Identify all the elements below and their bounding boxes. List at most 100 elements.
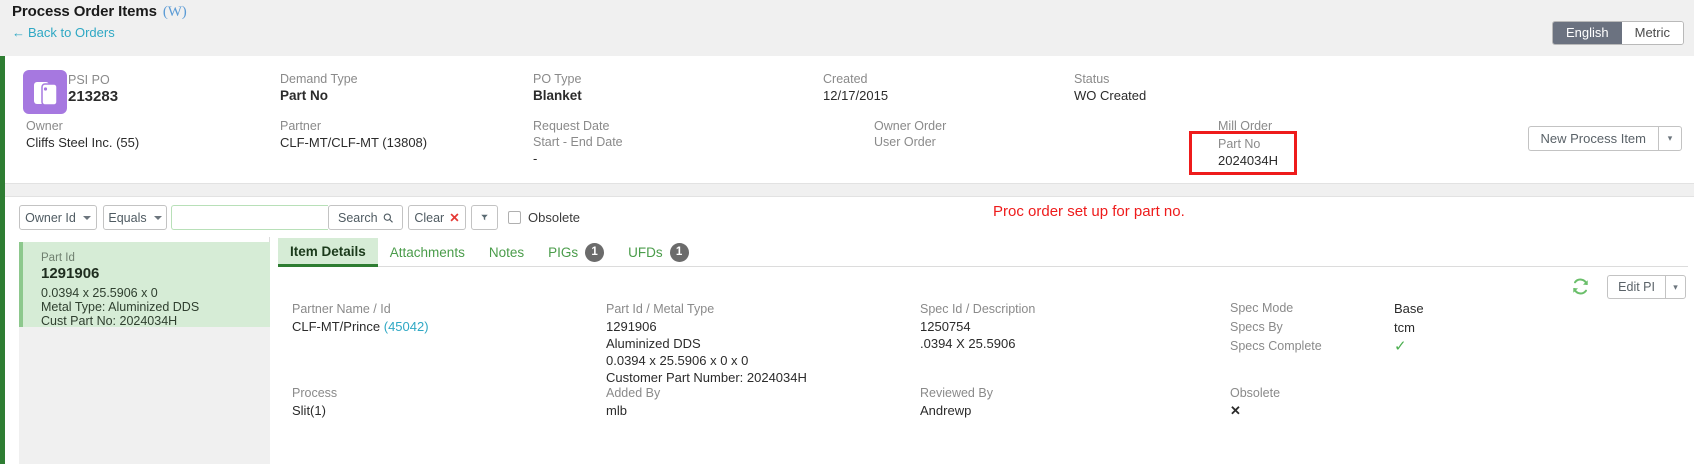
advanced-filter-button[interactable] <box>471 205 498 230</box>
field-specs-by: Specs By <box>1230 320 1283 334</box>
page-title: Process Order Items (W) <box>12 3 187 21</box>
owner-value: Cliffs Steel Inc. (55) <box>26 135 140 150</box>
field-added-by: Added By mlb <box>606 385 660 419</box>
obsolete-label: Obsolete <box>528 210 581 225</box>
owner-label: Owner <box>26 119 63 133</box>
back-link-label: Back to Orders <box>28 25 115 40</box>
field-owner: Owner Cliffs Steel Inc. (55) <box>26 118 139 151</box>
filter-toolbar: Owner Id Equals Search Clear ✕ Obsolete <box>5 197 1694 237</box>
new-process-item-caret-icon[interactable]: ▾ <box>1658 126 1682 151</box>
field-spec-mode: Spec Mode <box>1230 301 1293 315</box>
field-status: Status WO Created <box>1074 71 1146 104</box>
demand-type-value: Part No <box>280 88 329 103</box>
specs-complete-label: Specs Complete <box>1230 339 1322 353</box>
psi-po-value: 213283 <box>68 88 119 105</box>
spec-mode-label: Spec Mode <box>1230 301 1294 315</box>
field-mill-order: Mill Order <box>1218 118 1272 134</box>
new-process-item-button[interactable]: New Process Item <box>1527 126 1658 151</box>
part-dimensions-value: 0.0394 x 25.5906 x 0 x 0 <box>606 353 749 368</box>
edit-pi-button[interactable]: Edit PI <box>1607 275 1665 299</box>
unit-english-button[interactable]: English <box>1552 22 1622 44</box>
unit-toggle[interactable]: English Metric <box>1551 21 1684 45</box>
edit-pi-group[interactable]: Edit PI ▾ <box>1607 275 1686 299</box>
tab-pigs[interactable]: PIGs 1 <box>536 238 616 267</box>
list-item[interactable]: Part Id 1291906 0.0394 x 25.5906 x 0 Met… <box>19 242 270 328</box>
added-by-label: Added By <box>606 386 661 400</box>
obsolete-filter[interactable]: Obsolete <box>508 205 580 230</box>
spec-label: Spec Id / Description <box>920 302 1036 316</box>
field-reviewed-by: Reviewed By Andrewp <box>920 385 993 419</box>
clear-button[interactable]: Clear ✕ <box>408 205 466 230</box>
partner-label: Partner <box>280 119 321 133</box>
search-button[interactable]: Search <box>328 205 403 230</box>
tabs-underline <box>278 266 1688 267</box>
specs-by-value-wrap: tcm <box>1394 320 1415 335</box>
filter-operator-label: Equals <box>108 210 147 225</box>
partner-name-text: CLF-MT/Prince <box>292 319 381 334</box>
search-button-label: Search <box>338 210 378 225</box>
tab-pigs-label: PIGs <box>548 245 579 260</box>
new-process-item-group[interactable]: New Process Item ▾ <box>1527 126 1682 151</box>
created-label: Created <box>823 72 868 86</box>
unit-metric-button[interactable]: Metric <box>1621 22 1683 44</box>
item-details-panel: Item Details Attachments Notes PIGs 1 UF… <box>270 237 1694 464</box>
field-created: Created 12/17/2015 <box>823 71 888 104</box>
start-end-date-label: Start - End Date <box>533 135 623 149</box>
spec-id-link[interactable]: 1250754 <box>920 319 971 334</box>
edit-pi-caret-icon[interactable]: ▾ <box>1665 275 1686 299</box>
left-accent-bar <box>0 0 5 464</box>
chevron-down-icon <box>153 215 162 220</box>
search-input[interactable] <box>171 205 328 230</box>
mill-order-label: Mill Order <box>1218 119 1273 133</box>
status-label: Status <box>1074 72 1110 86</box>
field-spec: Spec Id / Description 1250754 .0394 X 25… <box>920 301 1035 352</box>
partner-name-value: CLF-MT/Prince (45042) <box>292 318 429 335</box>
obsolete-checkbox[interactable] <box>508 211 521 224</box>
field-owner-order: Owner Order User Order <box>874 118 946 150</box>
user-order-label: User Order <box>874 135 936 149</box>
start-end-date-value: - <box>533 151 538 166</box>
search-icon <box>383 212 393 223</box>
spec-mode-value-wrap: Base <box>1394 301 1424 316</box>
partner-id-link[interactable]: (45042) <box>383 319 429 334</box>
partner-value: CLF-MT/CLF-MT (13808) <box>280 135 428 150</box>
process-value: Slit(1) <box>292 403 326 418</box>
tab-ufds[interactable]: UFDs 1 <box>616 238 701 267</box>
page-title-suffix: (W) <box>162 4 187 20</box>
po-type-value: Blanket <box>533 88 582 103</box>
partner-name-label: Partner Name / Id <box>292 302 391 316</box>
field-obsolete: Obsolete ✕ <box>1230 385 1280 419</box>
filter-operator-select[interactable]: Equals <box>103 205 167 230</box>
order-header-panel: PSI PO 213283 Demand Type Part No PO Typ… <box>5 56 1694 184</box>
part-metal-type: Metal Type: Aluminized DDS <box>41 300 200 314</box>
field-psi-po: PSI PO 213283 <box>68 72 118 105</box>
part-customer-part-no: Cust Part No: 2024034H <box>41 314 178 328</box>
field-request-date: Request Date Start - End Date - <box>533 118 623 167</box>
tab-ufds-label: UFDs <box>628 245 663 260</box>
part-metal-type-value: Aluminized DDS <box>606 336 701 351</box>
tab-notes[interactable]: Notes <box>477 238 536 267</box>
chevron-down-icon <box>82 215 91 220</box>
tab-notes-label: Notes <box>488 245 525 260</box>
back-to-orders-link[interactable]: ← Back to Orders <box>12 25 115 40</box>
filter-field-select[interactable]: Owner Id <box>19 205 97 230</box>
po-type-label: PO Type <box>533 72 582 86</box>
field-process: Process Slit(1) <box>292 385 337 419</box>
obsolete-detail-label: Obsolete <box>1230 386 1281 400</box>
back-arrow-icon: ← <box>12 25 25 40</box>
part-id-label: Part Id <box>41 252 75 264</box>
annotation-text: Proc order set up for part no. <box>993 203 1185 220</box>
filter-field-label: Owner Id <box>25 210 76 225</box>
request-date-label: Request Date <box>533 119 610 133</box>
part-id-link[interactable]: 1291906 <box>606 319 657 334</box>
tab-item-details-label: Item Details <box>290 243 366 259</box>
tabs-bar: Item Details Attachments Notes PIGs 1 UF… <box>278 237 701 267</box>
field-part-metal-type: Part Id / Metal Type 1291906 Aluminized … <box>606 301 807 386</box>
specs-complete-value-wrap: ✓ <box>1394 337 1407 355</box>
tab-attachments-label: Attachments <box>389 245 465 260</box>
refresh-icon[interactable] <box>1571 277 1590 299</box>
added-by-value: mlb <box>606 403 627 418</box>
tab-item-details[interactable]: Item Details <box>278 238 378 267</box>
tab-attachments[interactable]: Attachments <box>378 238 477 267</box>
spec-description-value: .0394 X 25.5906 <box>920 336 1016 351</box>
